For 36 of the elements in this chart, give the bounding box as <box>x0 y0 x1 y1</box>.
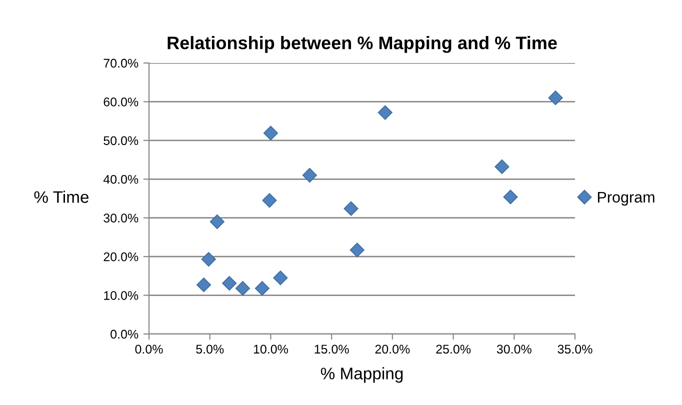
point <box>262 193 277 208</box>
y-axis-title: % Time <box>34 190 89 203</box>
y-tick-label: 50.0% <box>104 136 138 146</box>
point <box>210 214 224 230</box>
point <box>273 270 288 286</box>
x-tick-label: 35.0% <box>558 344 592 354</box>
y-tick-label: 0.0% <box>110 330 138 339</box>
x-tick-label: 15.0% <box>314 344 349 354</box>
y-tick-label: 60.0% <box>104 98 138 106</box>
point <box>222 276 237 291</box>
chart-title: Relationship between % Mapping and % Time <box>168 36 557 53</box>
y-tick-label: 30.0% <box>104 214 138 223</box>
y-tick-label: 20.0% <box>104 252 138 262</box>
y-tick-label: 70.0% <box>104 58 138 68</box>
point <box>548 90 563 106</box>
point <box>503 190 518 204</box>
point <box>263 126 278 140</box>
point <box>344 201 358 216</box>
y-tick-label: 40.0% <box>103 174 138 184</box>
point <box>378 105 392 120</box>
x-tick-label: 25.0% <box>436 344 471 354</box>
point <box>254 281 270 296</box>
point <box>201 252 216 267</box>
x-axis-title: % Mapping <box>320 367 403 383</box>
point <box>350 242 364 258</box>
x-tick-label: 10.0% <box>254 344 288 354</box>
x-tick-label: 30.0% <box>496 344 532 354</box>
point <box>302 168 317 183</box>
point <box>196 278 212 292</box>
y-tick-label: 10.0% <box>104 291 138 300</box>
point <box>494 159 510 174</box>
x-tick-label: 0.0% <box>135 344 163 354</box>
point <box>235 281 250 296</box>
legend-label: Program <box>598 192 654 206</box>
x-tick-label: 20.0% <box>375 344 410 354</box>
x-tick-label: 5.0% <box>196 344 224 354</box>
